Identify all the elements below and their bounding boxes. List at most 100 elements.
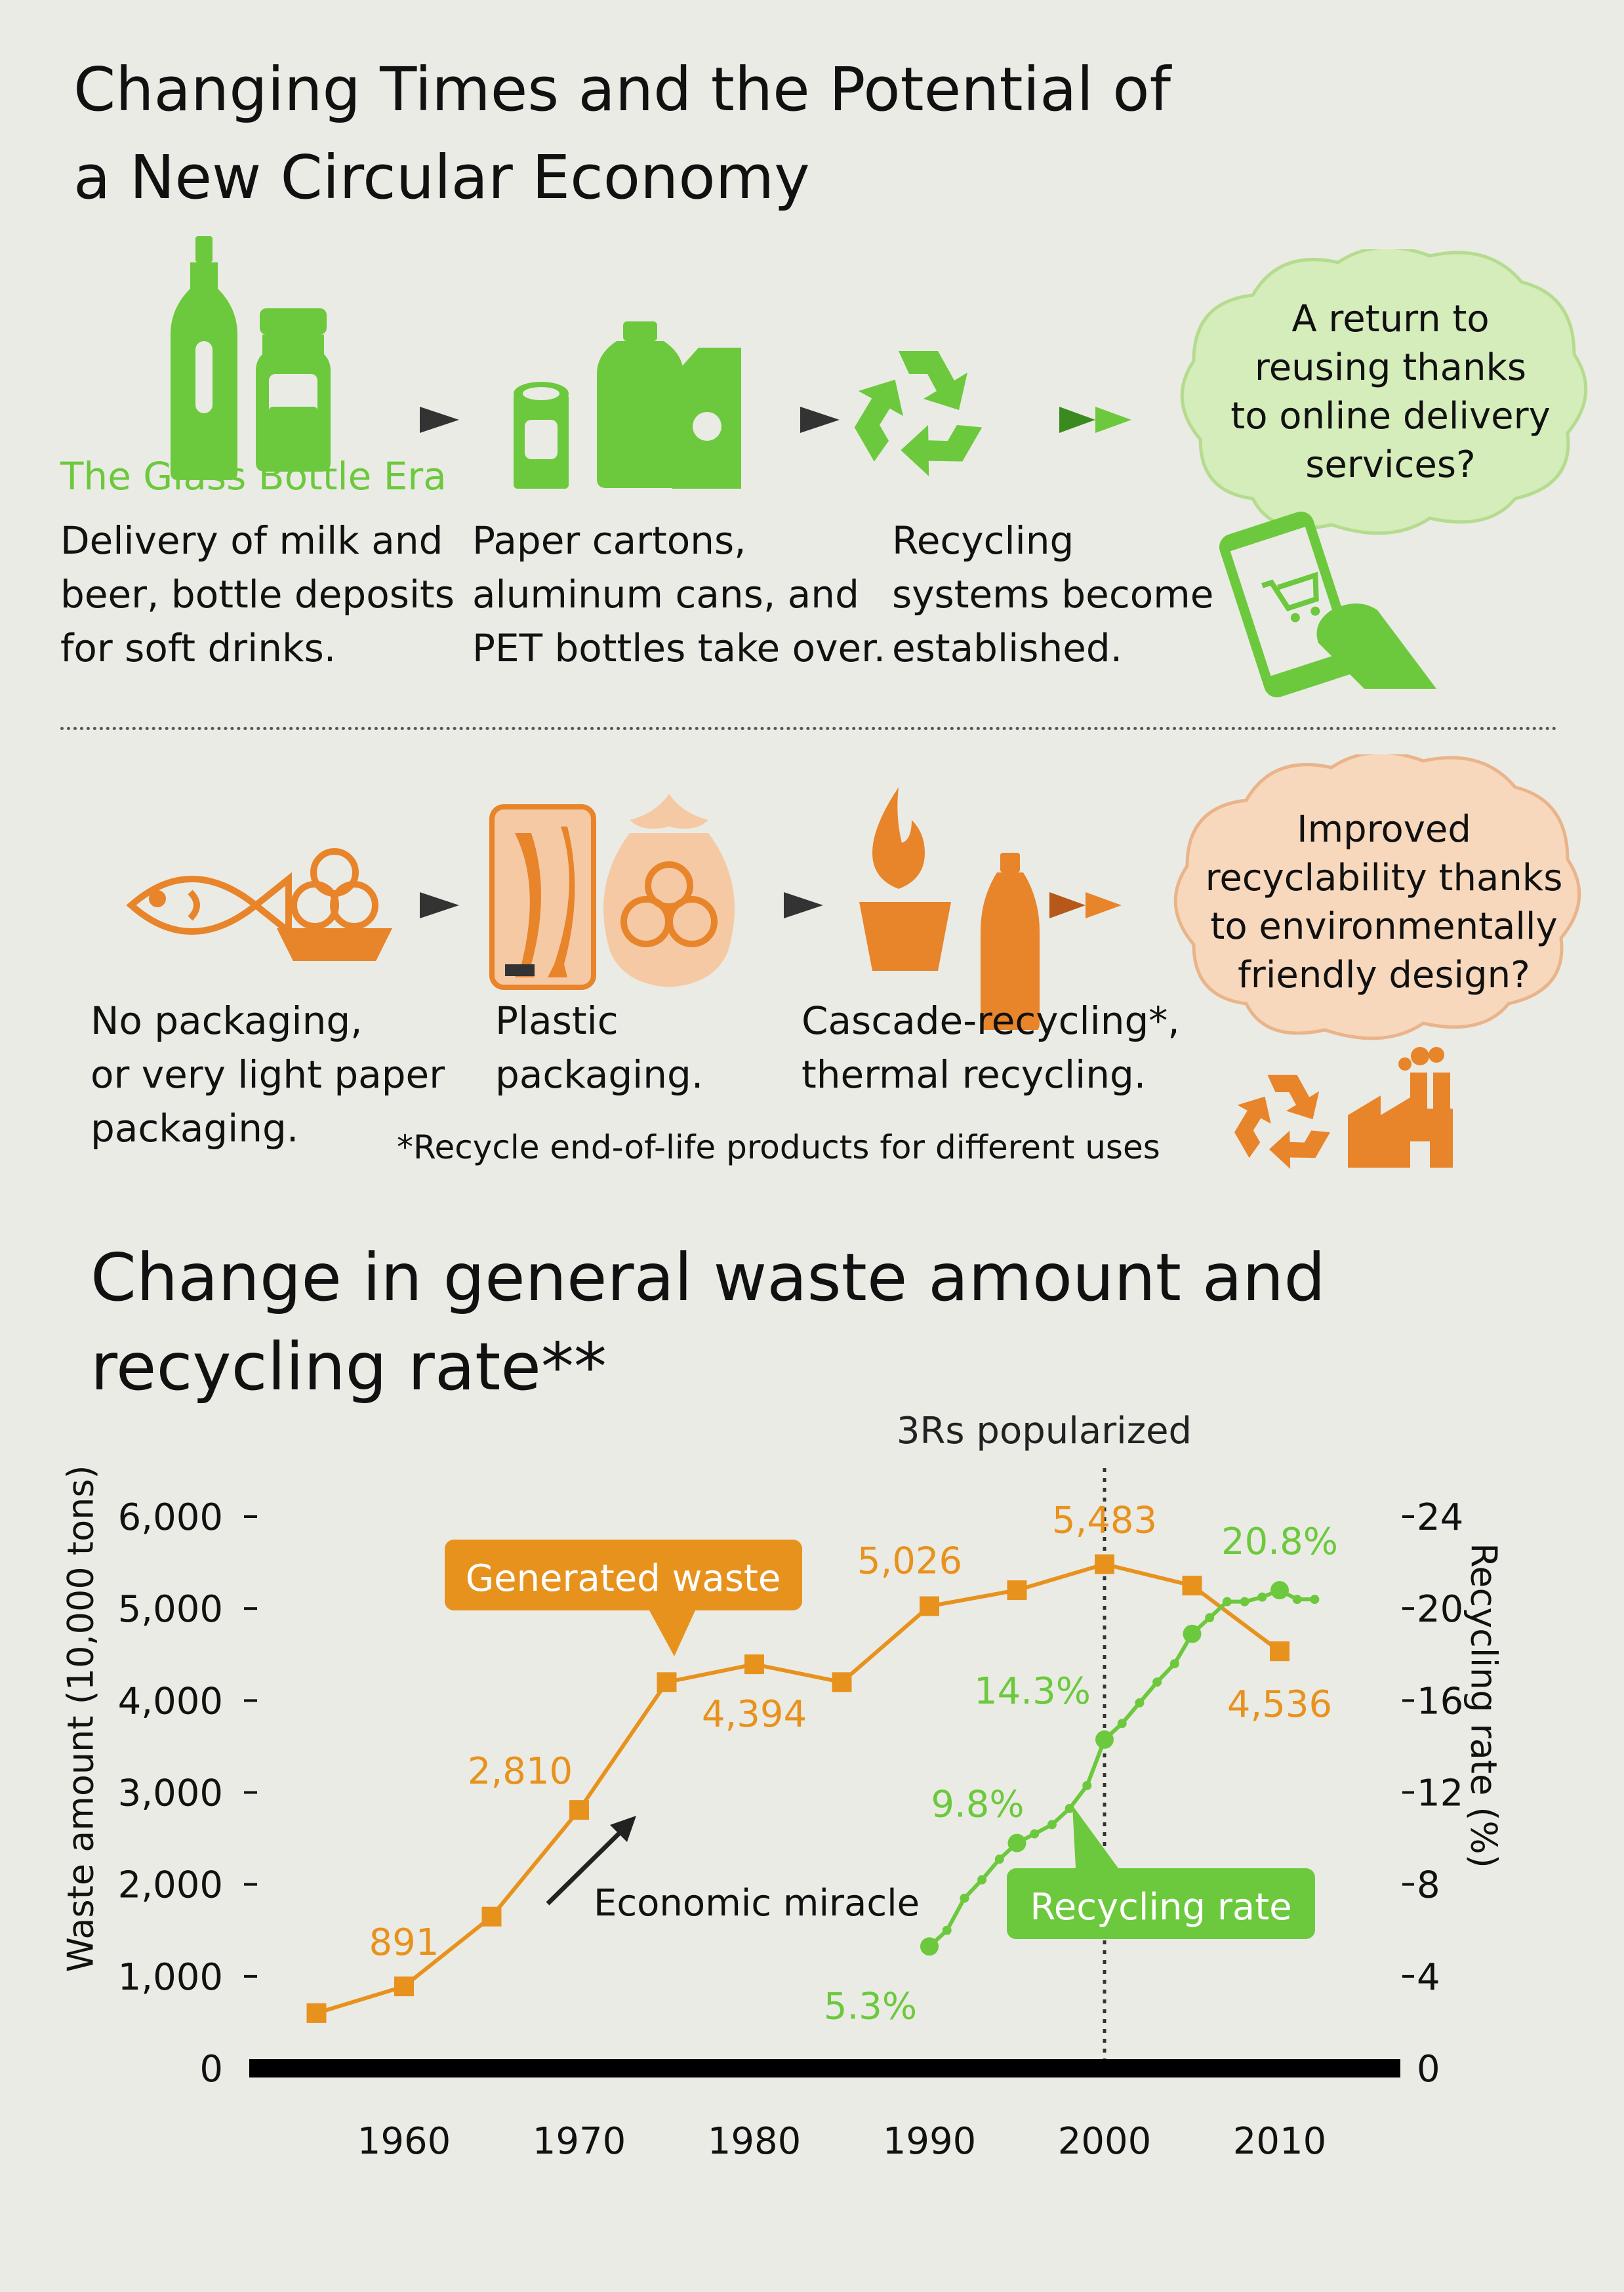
x-axis-bar (249, 2059, 1400, 2077)
x-tick-label: 1990 (883, 2120, 977, 2163)
recycle-factory-icons (1234, 1047, 1453, 1169)
plastic-bottle-icon (981, 853, 1040, 1030)
recycle-icon (854, 351, 983, 476)
packaged-fish-icon (489, 804, 596, 990)
y-left-tick-label: 6,000 (118, 1496, 223, 1539)
recycling-point (1135, 1698, 1145, 1708)
waste-data-label: 2,810 (468, 1750, 573, 1793)
fire-icon (872, 787, 925, 889)
economic-miracle-label: Economic miracle (594, 1882, 920, 1925)
recycling-point (1030, 1829, 1040, 1839)
row2-step3-text: Cascade-recycling*, thermal recycling. (802, 998, 1180, 1097)
waste-point (394, 1976, 414, 1997)
recycling-point (942, 1925, 952, 1935)
waste-data-label: 891 (369, 1921, 439, 1964)
recycling-point (994, 1854, 1004, 1864)
recycling-point (1205, 1613, 1215, 1623)
waste-point (1095, 1554, 1114, 1574)
row2-step1-text: No packaging, or very light paper packag… (91, 998, 445, 1151)
fruit-basket-icon (276, 848, 393, 961)
y-left-tick-label: 1,000 (118, 1956, 223, 1999)
y-right-tick-label: 24 (1417, 1496, 1463, 1539)
y-left-tick-label: 0 (199, 2048, 223, 2091)
recycling-point (1082, 1780, 1092, 1790)
waste-point (832, 1672, 852, 1692)
y-right-tick-label: 0 (1417, 2048, 1440, 2091)
recycling-major-point (1183, 1624, 1202, 1643)
row1-step1-text: Delivery of milk and beer, bottle deposi… (60, 518, 455, 670)
waste-point (1007, 1580, 1027, 1601)
arrow-icon (420, 892, 459, 918)
recycling-rate-callout-text: Recycling rate (1030, 1886, 1291, 1929)
waste-data-label: 4,394 (702, 1693, 807, 1736)
recycling-point (1222, 1597, 1232, 1606)
recycling-point (977, 1875, 987, 1885)
y-right-tick-label: 4 (1417, 1956, 1440, 1999)
era-label: The Glass Bottle Era (60, 454, 447, 499)
waste-recycling-chart: 1960 1970 1980 1990 2000 2010 0 1,000 2,000 3,000… (118, 1410, 1464, 2163)
green-bubble-text: A return to reusing thanks to online del… (1230, 298, 1551, 486)
recycling-data-label: 9.8% (931, 1784, 1024, 1826)
row2-step2-text: Plastic packaging. (495, 998, 704, 1097)
waste-point (920, 1596, 939, 1616)
waste-data-label: 5,026 (857, 1540, 962, 1583)
economic-miracle-arrowhead (610, 1816, 636, 1842)
recycling-rate-callout-pointer (1072, 1805, 1118, 1868)
fish-icon (126, 872, 292, 939)
y-right-tick-label: 16 (1417, 1680, 1463, 1723)
recycling-point (1292, 1595, 1302, 1605)
economic-miracle-arrow (546, 1824, 628, 1906)
beer-bottle-icon (171, 236, 237, 480)
x-tick-label: 1980 (708, 2120, 802, 2163)
waste-point (657, 1672, 677, 1692)
y-right-tick-label: 20 (1417, 1588, 1463, 1631)
waste-point (744, 1654, 764, 1675)
y-left-tick-label: 3,000 (118, 1772, 223, 1815)
fruit-bag-icon (603, 794, 735, 987)
factory-icon (1348, 1047, 1453, 1168)
waste-point (1270, 1641, 1289, 1662)
section-divider (60, 727, 1557, 730)
marker-3rs-label: 3Rs popularized (897, 1410, 1192, 1452)
x-tick-label: 1970 (533, 2120, 626, 2163)
y-right-tick-label: 12 (1417, 1772, 1463, 1815)
footnote: *Recycle end-of-life products for differ… (397, 1128, 1160, 1166)
recycling-major-point (1095, 1730, 1114, 1749)
double-arrow-icon (1059, 407, 1095, 433)
page-title: Changing Times and the Potential of a Ne… (73, 54, 1171, 213)
row1-step2-text: Paper cartons, aluminum cans, and PET bo… (472, 518, 886, 670)
y-right-tick-label: 8 (1417, 1864, 1440, 1907)
row1-step3-text: Recycling systems become established. (892, 518, 1214, 670)
recycling-point (1169, 1659, 1179, 1669)
can-icon (514, 382, 569, 489)
waste-data-label: 4,536 (1227, 1683, 1332, 1726)
generated-waste-callout-text: Generated waste (466, 1557, 781, 1600)
pet-bottle-icon (597, 321, 683, 488)
waste-point (1182, 1576, 1202, 1596)
smartphone-cart-icon (1219, 511, 1436, 698)
row1-icons (171, 236, 1131, 489)
y-left-tick-label: 4,000 (118, 1680, 223, 1723)
orange-bubble-text: Improved recyclability thanks to environ… (1205, 808, 1563, 996)
row2-icons (126, 787, 1122, 1030)
recycling-rate-callout (1007, 1868, 1315, 1939)
generated-waste-callout (445, 1540, 802, 1610)
orange-thought-bubble (1173, 754, 1581, 1040)
carton-icon (672, 348, 741, 489)
recycling-point (1257, 1592, 1267, 1602)
recycling-major-point (1270, 1581, 1289, 1600)
recycling-point (1065, 1804, 1074, 1814)
waste-point (481, 1906, 502, 1927)
x-tick-label: 2010 (1233, 2120, 1327, 2163)
chart-title: Change in general waste amount and recyc… (91, 1239, 1326, 1405)
recycling-data-label: 14.3% (974, 1670, 1091, 1713)
milk-bottle-icon (256, 308, 331, 472)
recycling-point (1117, 1719, 1127, 1729)
recycling-point (1310, 1595, 1320, 1605)
arrow-icon (800, 407, 840, 433)
recycling-major-point (1007, 1833, 1026, 1852)
cup-icon (859, 902, 951, 971)
recycle-icon (1234, 1074, 1330, 1169)
recycling-point (1152, 1677, 1162, 1687)
